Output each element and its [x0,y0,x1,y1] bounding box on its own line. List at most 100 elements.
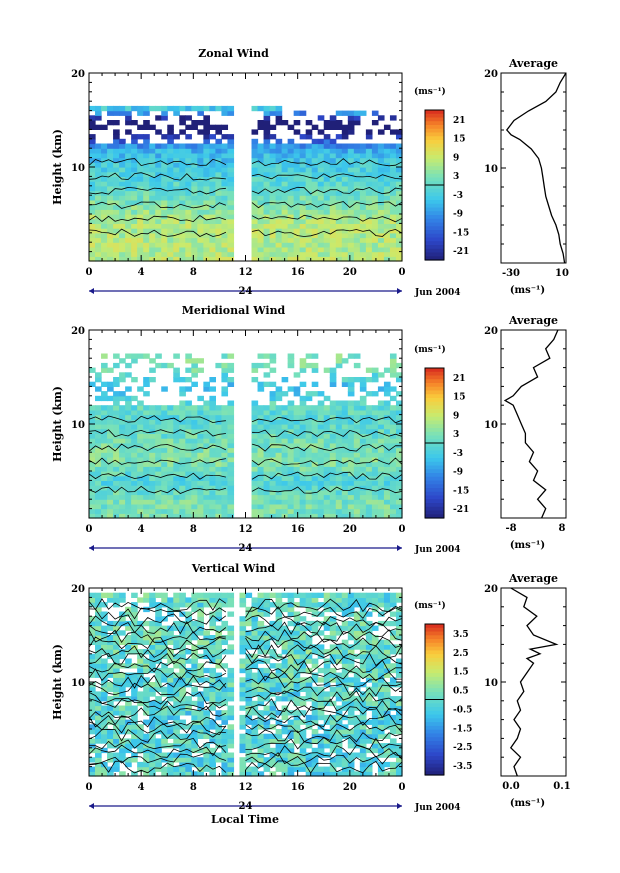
heatmap-cell [173,372,180,378]
heatmap-cell [305,353,313,359]
heatmap-cell [185,630,192,636]
heatmap-cell [377,620,385,627]
heatmap-cell [185,771,192,777]
heatmap-cell [311,381,319,387]
heatmap-cell [101,237,108,243]
heatmap-cell [275,428,283,434]
heatmap-cell [371,653,379,660]
heatmap-cell [143,391,150,397]
heatmap-cell [215,696,223,702]
heatmap-cell [305,362,313,369]
heatmap-cell [371,649,379,655]
heatmap-cell [395,456,403,463]
heatmap-cell [269,705,277,711]
heatmap-cell [395,466,403,472]
heatmap-cell [329,658,337,664]
heatmap-cell [179,705,186,711]
heatmap-cell [143,433,150,439]
colorbar-unit-label: (ms⁻¹) [414,600,446,611]
heatmap-cell [269,358,277,364]
heatmap-cell [191,729,198,735]
date-label: Jun 2004 [414,803,461,813]
heatmap-cell [197,195,204,201]
colorbar-swatch [425,413,444,418]
heatmap-cell [371,120,379,126]
heatmap-cell [287,620,295,627]
heatmap-cell [197,771,204,777]
heatmap-cell [251,138,259,145]
heatmap-cell [293,391,301,397]
heatmap-cell [197,395,204,402]
heatmap-cell [311,686,319,692]
heatmap-cell [383,602,391,608]
heatmap-cell [191,372,198,378]
heatmap-cell [329,686,337,692]
heatmap-cell [329,120,337,126]
heatmap-cell [95,232,102,239]
heatmap-cell [89,710,96,716]
heatmap-cell [263,489,271,496]
heatmap-cell [101,381,108,387]
heatmap-cell [299,214,307,220]
heatmap-cell [125,452,132,458]
heatmap-cell [251,438,259,444]
heatmap-cell [365,391,373,397]
heatmap-cell [125,672,132,678]
heatmap-cell [311,691,319,697]
heatmap-cell [221,752,229,758]
heatmap-cell [149,232,156,239]
heatmap-cell [263,710,271,716]
heatmap-cell [89,729,96,735]
heatmap-cell [95,738,102,744]
heatmap-cell [269,424,277,430]
heatmap-cell [389,667,397,674]
heatmap-cell [191,452,198,458]
heatmap-cell [347,752,355,758]
heatmap-cell [245,719,253,725]
heatmap-cell [299,513,307,519]
heatmap-cell [341,597,349,603]
heatmap-cell [329,738,337,744]
heatmap-cell [275,710,283,716]
heatmap-cell [293,696,301,702]
heatmap-cell [299,456,307,463]
heatmap-cell [113,120,120,126]
heatmap-cell [281,409,289,416]
heatmap-cell [395,705,403,711]
colorbar-tick-label: 21 [453,374,466,384]
heatmap-cell [245,710,253,716]
heatmap-cell [209,466,217,472]
heatmap-cell [371,724,379,730]
colorbar-swatch [425,151,444,156]
heatmap-cell [95,606,102,613]
heatmap-cell [221,729,229,735]
heatmap-cell [149,105,156,112]
heatmap-cell [95,691,102,697]
heatmap-cell [173,466,180,472]
heatmap-cell [359,148,367,154]
heatmap-cell [359,766,367,772]
heatmap-cell [359,489,367,496]
heatmap-cell [251,377,259,383]
heatmap-cell [329,653,337,660]
heatmap-cell [161,649,168,655]
contour-line [88,613,403,627]
heatmap-cell [215,185,223,192]
heatmap-cell [119,237,126,243]
heatmap-cell [239,635,247,641]
heatmap-cell [383,152,391,159]
heatmap-cell [137,424,144,430]
heatmap-cell [89,218,96,224]
heatmap-cell [293,602,301,608]
heatmap-cell [257,148,265,154]
heatmap-cell [167,710,174,716]
heatmap-cell [383,209,391,215]
heatmap-cell [95,635,102,641]
heatmap-cell [335,691,343,697]
heatmap-cell [335,480,343,486]
heatmap-cell [371,405,379,411]
heatmap-cell [365,447,373,453]
heatmap-cell [107,162,114,168]
heatmap-cell [191,471,198,477]
heatmap-cell [323,251,331,257]
